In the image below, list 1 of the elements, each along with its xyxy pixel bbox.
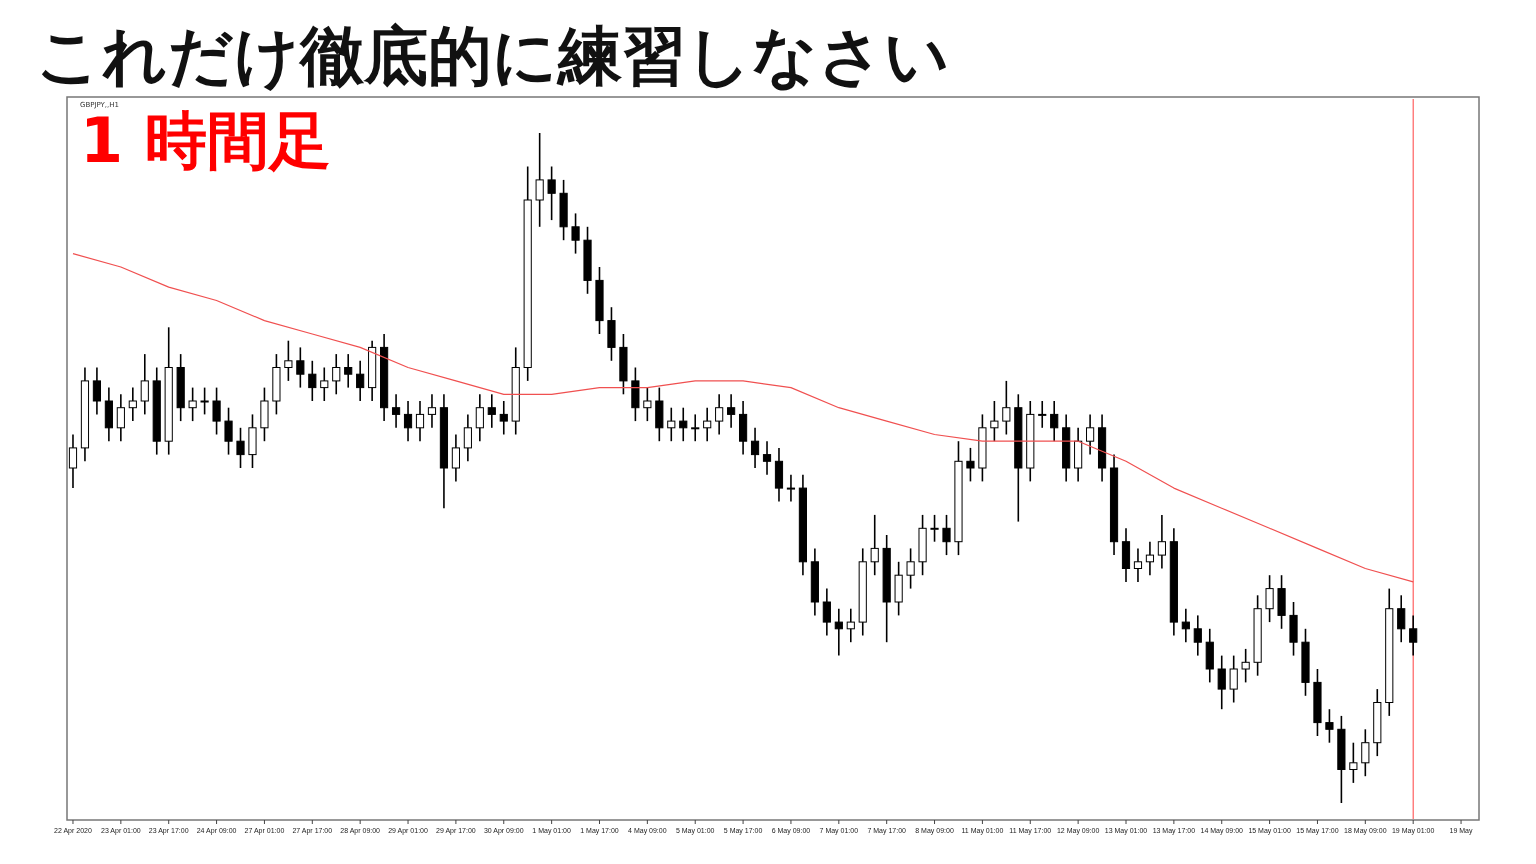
chart-title: これだけ徹底的に練習しなさい bbox=[36, 19, 950, 93]
